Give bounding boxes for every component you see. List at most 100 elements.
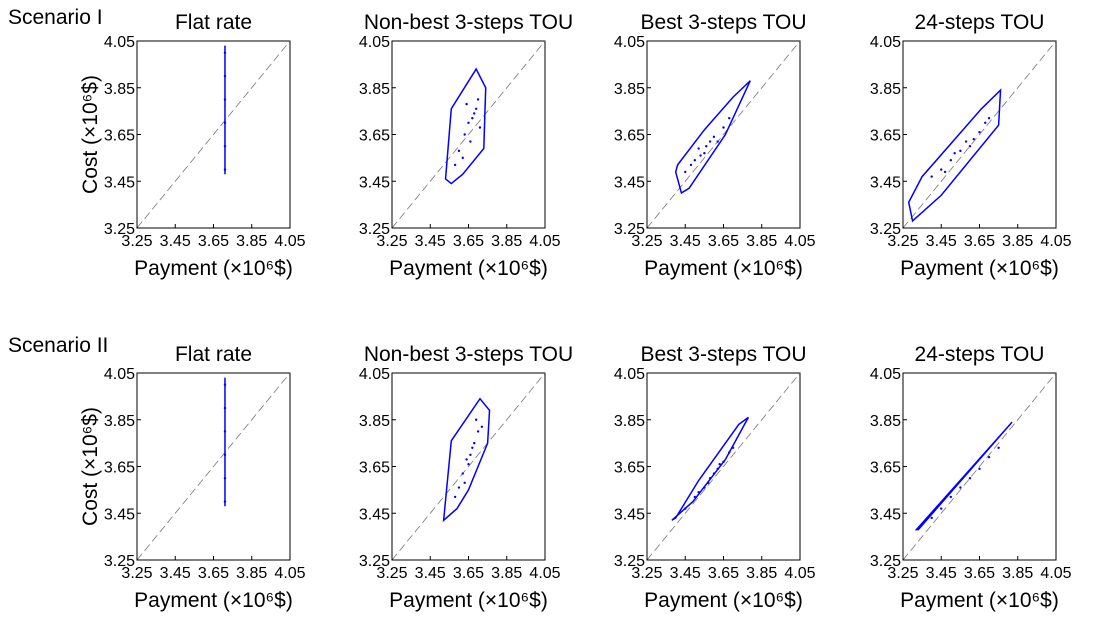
point — [959, 149, 962, 153]
point — [707, 481, 710, 485]
point — [223, 144, 227, 148]
x-axis-label: Payment (×10⁶$) — [644, 257, 803, 280]
point — [223, 430, 227, 433]
x-tick-label: 3.65 — [198, 233, 229, 250]
point — [474, 107, 478, 110]
point — [473, 112, 476, 115]
point — [478, 126, 482, 129]
point — [949, 159, 953, 162]
y-tick-label: 3.65 — [870, 128, 901, 145]
x-tick-label: 3.45 — [670, 565, 701, 582]
point — [684, 507, 687, 510]
x-tick-label: 4.05 — [784, 565, 815, 582]
y-tick-label: 3.65 — [359, 460, 390, 477]
x-tick-label: 3.45 — [670, 233, 701, 250]
y-tick-label: 3.25 — [104, 221, 135, 238]
point — [716, 467, 719, 471]
x-tick-label: 3.85 — [491, 233, 522, 250]
point — [693, 159, 697, 162]
point — [712, 135, 716, 139]
reference-diagonal — [391, 372, 546, 561]
point — [474, 418, 478, 421]
point — [968, 144, 972, 148]
x-tick-label: 3.25 — [376, 565, 407, 582]
x-tick-label: 3.85 — [746, 565, 777, 582]
point — [223, 476, 227, 480]
point — [471, 116, 474, 120]
x-tick-label: 3.65 — [198, 565, 229, 582]
point — [697, 147, 700, 150]
x-tick-label: 3.25 — [121, 565, 152, 582]
x-tick-label: 4.05 — [784, 233, 815, 250]
point — [223, 453, 227, 457]
point — [722, 126, 725, 129]
y-axis-label: Cost (×10⁶$) — [79, 407, 102, 526]
x-tick-label: 3.85 — [1002, 233, 1033, 250]
x-tick-label: 3.25 — [121, 233, 152, 250]
y-tick-label: 3.65 — [359, 128, 390, 145]
x-tick-label: 3.65 — [964, 233, 995, 250]
point — [223, 51, 227, 54]
y-tick-label: 3.65 — [104, 460, 135, 477]
x-tick-label: 4.05 — [1040, 565, 1071, 582]
point — [473, 441, 476, 445]
point — [469, 453, 472, 457]
x-tick-label: 4.05 — [529, 565, 560, 582]
x-tick-label: 4.05 — [1040, 233, 1071, 250]
x-tick-label: 3.45 — [415, 233, 446, 250]
point — [476, 430, 480, 433]
reference-diagonal — [646, 372, 801, 561]
point — [705, 144, 708, 148]
x-axis-label: Payment (×10⁶$) — [900, 257, 1059, 280]
y-tick-label: 3.45 — [614, 506, 645, 523]
y-tick-label: 3.45 — [104, 506, 135, 523]
reference-diagonal — [646, 40, 801, 229]
y-tick-label: 3.45 — [614, 174, 645, 191]
subplot-title: 24-steps TOU — [915, 343, 1045, 366]
y-tick-label: 3.25 — [104, 553, 135, 570]
x-tick-label: 4.05 — [529, 233, 560, 250]
point — [972, 137, 975, 141]
point — [223, 121, 227, 125]
hull — [914, 421, 1013, 531]
x-tick-label: 3.85 — [236, 233, 267, 250]
x-tick-label: 3.85 — [1002, 565, 1033, 582]
point — [949, 495, 953, 499]
point — [953, 152, 956, 155]
x-axis-label: Payment (×10⁶$) — [900, 589, 1059, 612]
point — [940, 507, 943, 510]
y-tick-label: 3.25 — [614, 221, 645, 238]
subplot-title: Flat rate — [175, 11, 252, 34]
y-tick-label: 3.85 — [870, 413, 901, 430]
point — [978, 130, 981, 134]
y-tick-label: 3.85 — [870, 81, 901, 98]
y-tick-label: 3.85 — [359, 81, 390, 98]
reference-diagonal — [391, 40, 546, 229]
y-tick-label: 4.05 — [614, 34, 645, 51]
hull — [444, 67, 487, 185]
x-axis-label: Payment (×10⁶$) — [134, 257, 293, 280]
y-tick-label: 3.25 — [359, 553, 390, 570]
y-tick-label: 3.25 — [614, 553, 645, 570]
point — [471, 446, 474, 449]
hull — [674, 80, 751, 195]
point — [987, 455, 991, 459]
y-tick-label: 3.25 — [359, 221, 390, 238]
point — [223, 168, 227, 171]
point — [463, 133, 466, 136]
y-tick-label: 3.45 — [870, 506, 901, 523]
y-tick-label: 4.05 — [614, 366, 645, 383]
point — [718, 462, 721, 466]
reference-diagonal — [136, 372, 291, 561]
point — [476, 98, 480, 101]
x-tick-label: 3.25 — [887, 233, 918, 250]
point — [480, 425, 484, 428]
reference-diagonal — [902, 40, 1057, 229]
x-tick-label: 3.45 — [160, 233, 191, 250]
point — [689, 163, 693, 167]
subplot-title: Non-best 3-steps TOU — [364, 343, 573, 366]
y-tick-label: 3.45 — [359, 174, 390, 191]
x-tick-label: 3.65 — [453, 233, 484, 250]
point — [699, 154, 702, 157]
